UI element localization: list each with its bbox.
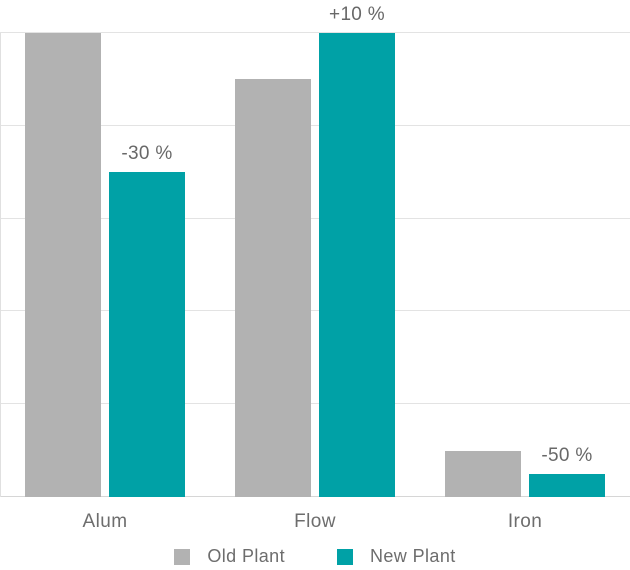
bar-group-alum: -30 % xyxy=(0,0,210,497)
legend-swatch-old-plant xyxy=(174,548,191,565)
legend-label-old-plant: Old Plant xyxy=(207,546,285,566)
bar-annotation-iron: -50 % xyxy=(541,444,593,466)
bar-new-plant-flow: +10 % xyxy=(319,4,395,497)
plot-area: -30 % +10 % -50 % xyxy=(0,0,630,497)
bar-old-plant-iron xyxy=(445,450,521,497)
x-axis-label-iron: Iron xyxy=(507,511,543,532)
y-axis-line xyxy=(0,33,1,497)
bar-group-flow: +10 % xyxy=(210,0,420,497)
bar-group-iron: -50 % xyxy=(420,0,630,497)
gridline xyxy=(0,310,630,312)
bar-annotation-flow: +10 % xyxy=(329,4,385,25)
gridline xyxy=(0,217,630,219)
x-axis-baseline xyxy=(0,496,630,497)
gridline xyxy=(0,403,630,405)
bar-groups: -30 % +10 % -50 % xyxy=(0,0,630,497)
gridline xyxy=(0,124,630,126)
bar-annotation-alum: -30 % xyxy=(121,143,173,165)
x-axis-label-alum: Alum xyxy=(82,511,128,532)
legend: Old Plant New Plant xyxy=(0,546,630,567)
x-axis-label-flow: Flow xyxy=(294,511,336,532)
legend-item-new-plant: New Plant xyxy=(337,546,456,567)
bar-old-plant-alum xyxy=(25,33,101,497)
bar-old-plant-flow xyxy=(235,79,311,497)
bar-new-plant-iron: -50 % xyxy=(529,445,605,497)
gridline xyxy=(0,32,630,33)
legend-label-new-plant: New Plant xyxy=(370,546,456,566)
bar-new-plant-alum: -30 % xyxy=(109,143,185,497)
legend-item-old-plant: Old Plant xyxy=(174,546,285,567)
x-axis-labels: Alum Flow Iron xyxy=(0,497,630,533)
legend-swatch-new-plant xyxy=(337,548,353,565)
